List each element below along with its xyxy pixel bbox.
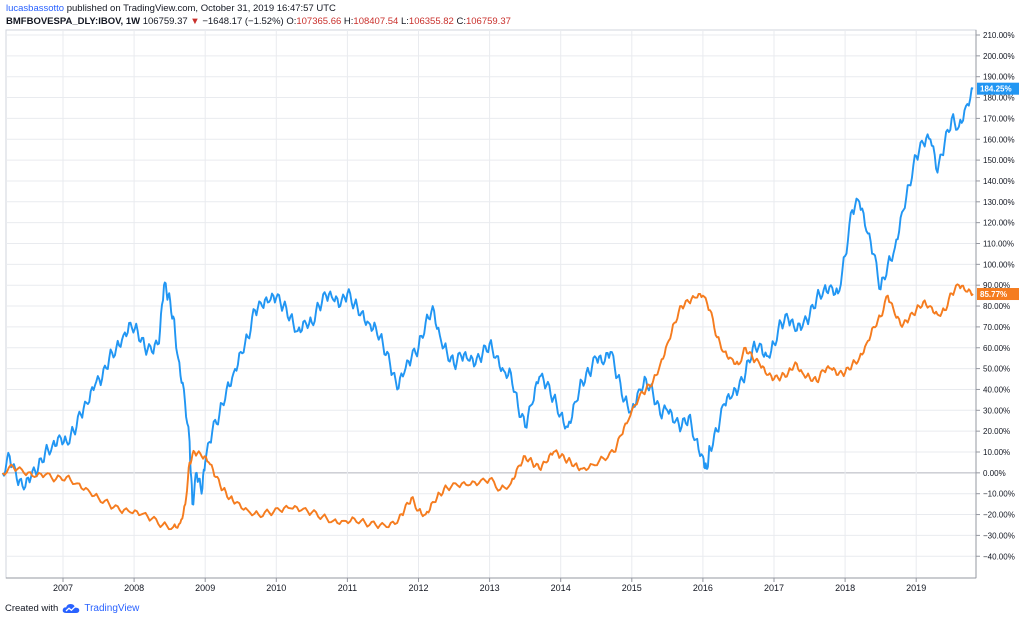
y-tick-label: 150.00% (983, 156, 1015, 165)
change-value: −1648.17 (−1.52%) (202, 16, 284, 27)
y-tick-label: 30.00% (983, 406, 1010, 415)
y-tick-label: 190.00% (983, 73, 1015, 82)
y-tick-label: 50.00% (983, 365, 1010, 374)
published-text: published on TradingView.com, October 31… (64, 3, 336, 14)
x-tick-label: 2008 (124, 583, 144, 593)
symbol-label[interactable]: BMFBOVESPA_DLY:IBOV, 1W (6, 16, 141, 27)
price-value: 106759.37 (142, 16, 188, 27)
high-value: 108407.54 (353, 16, 399, 27)
x-tick-label: 2007 (53, 583, 73, 593)
created-with-text: Created with (5, 603, 59, 614)
x-tick-label: 2015 (622, 583, 642, 593)
author-link[interactable]: lucasbassotto (6, 3, 65, 14)
x-tick-label: 2019 (906, 583, 926, 593)
y-tick-label: 130.00% (983, 198, 1015, 207)
y-tick-label: 200.00% (983, 52, 1015, 61)
y-tick-label: 90.00% (983, 281, 1010, 290)
low-value: 106355.82 (408, 16, 454, 27)
y-tick-label: 160.00% (983, 135, 1015, 144)
y-tick-label: 20.00% (983, 427, 1010, 436)
y-tick-label: −30.00% (983, 531, 1015, 540)
y-tick-label: 0.00% (983, 469, 1006, 478)
chart-header: lucasbassotto published on TradingView.c… (6, 2, 1016, 28)
y-tick-label: 120.00% (983, 219, 1015, 228)
y-tick-label: −10.00% (983, 490, 1015, 499)
series-line-orange (1, 283, 974, 531)
x-tick-label: 2016 (693, 583, 713, 593)
y-axis[interactable]: 210.00% 200.00% 190.00% 180.00% 170.00% 160.0… (976, 31, 1015, 561)
open-value: 107365.66 (296, 16, 342, 27)
x-tick-label: 2012 (408, 583, 428, 593)
legend-line: BMFBOVESPA_DLY:IBOV, 1W 106759.37 ▼ −164… (6, 15, 1016, 28)
series-line-blue (1, 87, 974, 506)
x-tick-label: 2014 (551, 583, 571, 593)
y-tick-label: 180.00% (983, 94, 1015, 103)
last-value-tag (977, 82, 1019, 95)
tradingview-brand-link[interactable]: TradingView (84, 603, 140, 614)
last-value-tag (977, 288, 1019, 301)
x-tick-label: 2013 (480, 583, 500, 593)
y-tick-label: 100.00% (983, 260, 1015, 269)
x-tick-label: 2010 (266, 583, 286, 593)
y-tick-label: −40.00% (983, 552, 1015, 561)
y-tick-label: 40.00% (983, 385, 1010, 394)
y-tick-label: 210.00% (983, 31, 1015, 40)
y-tick-label: 60.00% (983, 344, 1010, 353)
y-tick-label: 10.00% (983, 448, 1010, 457)
x-tick-label: 2011 (338, 583, 357, 593)
open-label: O: (286, 16, 297, 27)
y-tick-label: 140.00% (983, 177, 1015, 186)
y-tick-label: 80.00% (983, 302, 1010, 311)
x-axis[interactable]: 2007 2008 2009 2010 2011 2012 2013 2014 2015 2016… (53, 578, 926, 593)
low-label: L: (400, 16, 409, 27)
down-arrow-icon: ▼ (190, 16, 200, 27)
footer: Created with TradingView (5, 603, 139, 614)
close-value: 106759.37 (465, 16, 511, 27)
y-tick-label: 170.00% (983, 114, 1015, 123)
y-tick-label: 110.00% (983, 240, 1014, 249)
y-tick-label: −20.00% (983, 511, 1015, 520)
last-value-labels: 184.25% 85.77% (977, 82, 1019, 301)
publish-line: lucasbassotto published on TradingView.c… (6, 2, 1016, 15)
y-tick-label: 70.00% (983, 323, 1010, 332)
x-tick-label: 2017 (764, 583, 784, 593)
plot-area (1, 87, 974, 531)
close-label: C: (456, 16, 466, 27)
grid (6, 30, 976, 578)
tradingview-cloud-icon (63, 604, 80, 613)
last-value-label: 85.77% (980, 290, 1007, 299)
high-label: H: (343, 16, 354, 27)
last-value-label: 184.25% (980, 85, 1012, 94)
x-tick-label: 2018 (835, 583, 855, 593)
x-tick-label: 2009 (195, 583, 215, 593)
